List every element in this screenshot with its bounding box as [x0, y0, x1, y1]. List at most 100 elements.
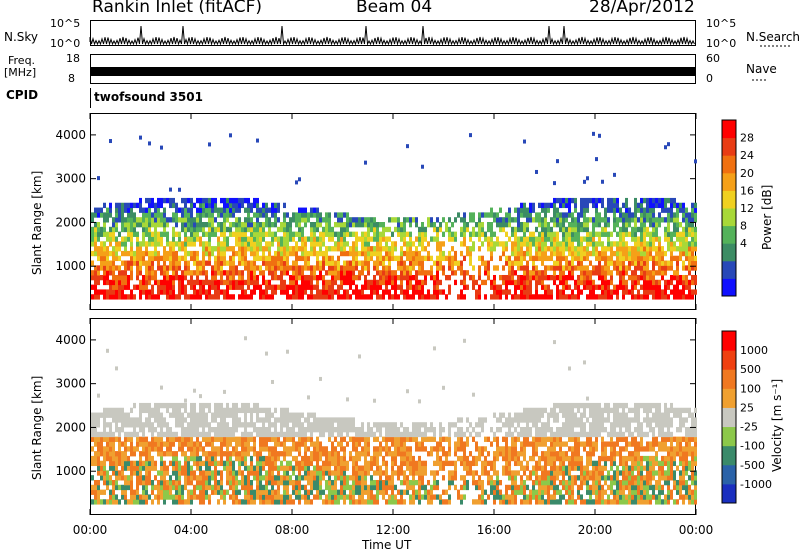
heatmap-cell [460, 446, 463, 452]
heatmap-cell [415, 422, 418, 428]
heatmap-cell [634, 265, 637, 271]
heatmap-cell [319, 217, 322, 223]
heatmap-cell [292, 270, 295, 276]
heatmap-cell [613, 217, 616, 223]
heatmap-cell [223, 236, 226, 242]
heatmap-cell [424, 422, 427, 428]
heatmap-cell [325, 222, 328, 228]
heatmap-cell [112, 222, 115, 228]
heatmap-cell [148, 279, 151, 286]
heatmap-cell [670, 207, 673, 213]
heatmap-cell [622, 279, 625, 286]
heatmap-cell [235, 484, 238, 491]
heatmap-cell [439, 494, 442, 500]
heatmap-cell [529, 231, 532, 237]
heatmap-cell [250, 222, 253, 228]
heatmap-cell [343, 274, 346, 281]
heatmap-cell [412, 217, 415, 223]
heatmap-cell [541, 284, 544, 290]
heatmap-cell [196, 226, 199, 233]
heatmap-cell [301, 455, 304, 462]
heatmap-cell [637, 294, 640, 300]
heatmap-cell [226, 212, 229, 218]
heatmap-cell [277, 260, 280, 266]
heatmap-cell [424, 484, 427, 491]
heatmap-cell [325, 279, 328, 286]
heatmap-cell [526, 279, 529, 286]
heatmap-cell [616, 284, 619, 290]
heatmap-cell [187, 465, 190, 471]
heatmap-cell [340, 465, 343, 471]
heatmap-cell [691, 246, 694, 252]
heatmap-cell [682, 274, 685, 281]
heatmap-cell [454, 270, 457, 276]
heatmap-cell [322, 265, 325, 271]
heatmap-cell [367, 465, 370, 471]
heatmap-cell [97, 246, 100, 252]
heatmap-cell [412, 494, 415, 500]
heatmap-cell [631, 231, 634, 237]
heatmap-cell [253, 226, 256, 233]
heatmap-cell [331, 499, 334, 505]
heatmap-cell [475, 446, 478, 452]
heatmap-cell [538, 222, 541, 228]
heatmap-cell [646, 289, 649, 295]
heatmap-cell [361, 494, 364, 500]
heatmap-cell [136, 274, 139, 281]
heatmap-cell [460, 484, 463, 491]
heatmap-cell [364, 484, 367, 491]
heatmap-cell [373, 246, 376, 252]
heatmap-cell [562, 274, 565, 281]
heatmap-cell [289, 265, 292, 271]
heatmap-cell [559, 241, 562, 247]
heatmap-cell [136, 260, 139, 266]
heatmap-cell [418, 289, 421, 295]
heatmap-cell [502, 246, 505, 252]
heatmap-cell [511, 250, 514, 257]
heatmap-cell [235, 446, 238, 452]
heatmap-cell [532, 265, 535, 271]
heatmap-cell [148, 197, 151, 204]
heatmap-cell [367, 236, 370, 242]
heatmap-cell [154, 274, 157, 281]
heatmap-cell [304, 489, 307, 495]
heatmap-cell [505, 441, 508, 447]
heatmap-cell [259, 289, 262, 295]
heatmap-cell [160, 222, 163, 228]
heatmap-cell [295, 489, 298, 495]
heatmap-cell [670, 217, 673, 223]
heatmap-cell [307, 260, 310, 266]
heatmap-cell [649, 274, 652, 281]
heatmap-cell [403, 436, 406, 442]
heatmap-cell [613, 260, 616, 266]
heatmap-cell [613, 289, 616, 295]
heatmap-cell [268, 207, 271, 213]
heatmap-cell [334, 489, 337, 495]
heatmap-cell [133, 212, 136, 218]
heatmap-cell [154, 202, 157, 209]
heatmap-cell [463, 270, 466, 276]
heatmap-cell [109, 294, 112, 300]
heatmap-cell [520, 222, 523, 228]
heatmap-cell [604, 289, 607, 295]
heatmap-cell [172, 270, 175, 276]
heatmap-cell [91, 436, 94, 442]
heatmap-cell [418, 484, 421, 491]
heatmap-cell [658, 246, 661, 252]
heatmap-cell [499, 207, 502, 213]
heatmap-cell [265, 407, 268, 414]
heatmap-cell [598, 236, 601, 242]
heatmap-cell [562, 241, 565, 247]
heatmap-cell [427, 479, 430, 486]
heatmap-cell [493, 265, 496, 271]
heatmap-cell [172, 284, 175, 290]
heatmap-cell [280, 265, 283, 271]
heatmap-cell [220, 446, 223, 452]
heatmap-cell [136, 494, 139, 500]
heatmap-cell [520, 241, 523, 247]
heatmap-cell [142, 255, 145, 262]
heatmap-cell [388, 289, 391, 295]
heatmap-cell [568, 241, 571, 247]
heatmap-cell [373, 274, 376, 281]
heatmap-cell [199, 417, 202, 423]
